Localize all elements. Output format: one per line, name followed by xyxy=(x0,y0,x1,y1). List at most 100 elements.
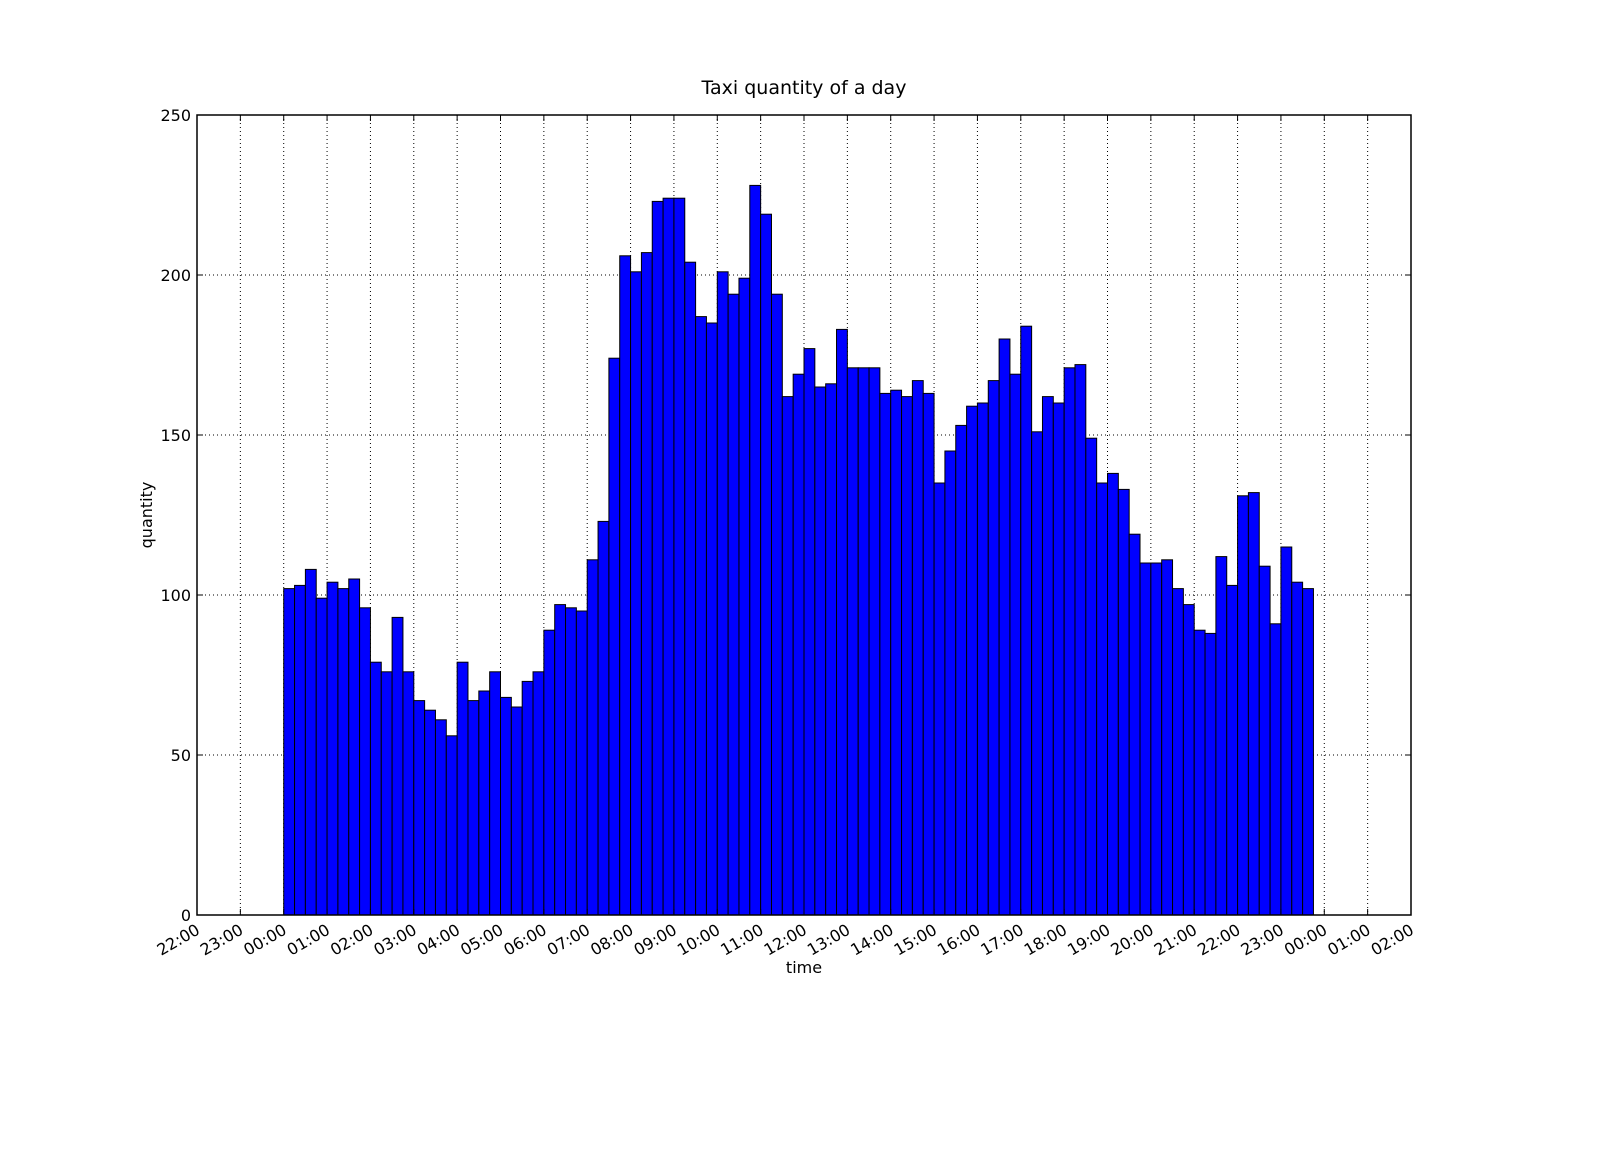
bar xyxy=(705,322,718,916)
x-tick-label: 06:00 xyxy=(500,920,549,960)
bar xyxy=(640,252,653,916)
bar xyxy=(955,424,968,916)
bar xyxy=(846,367,859,916)
bar xyxy=(922,392,935,916)
bar xyxy=(608,357,621,916)
x-tick-label: 01:00 xyxy=(1324,920,1373,960)
bar xyxy=(749,184,762,916)
bar xyxy=(695,316,707,916)
bar xyxy=(1085,437,1098,916)
x-tick-label: 22:00 xyxy=(154,920,203,960)
bar xyxy=(673,197,686,916)
bar xyxy=(868,367,881,916)
bar xyxy=(911,380,924,916)
bar xyxy=(380,671,393,916)
x-tick-label: 09:00 xyxy=(630,920,679,960)
x-tick-label: 03:00 xyxy=(370,920,419,960)
bar xyxy=(760,213,772,916)
x-tick-label: 12:00 xyxy=(761,920,810,960)
bar xyxy=(944,450,957,916)
bar xyxy=(565,607,577,916)
bar xyxy=(1258,565,1271,916)
bar xyxy=(933,482,946,916)
bar xyxy=(651,200,664,916)
bar xyxy=(1117,488,1130,916)
bar xyxy=(424,709,436,916)
bar xyxy=(521,680,534,916)
bar xyxy=(586,559,599,916)
bar xyxy=(1107,472,1119,916)
bar xyxy=(554,604,567,916)
x-tick-label: 21:00 xyxy=(1151,920,1200,960)
bar xyxy=(792,373,805,916)
bar xyxy=(304,568,317,916)
bar xyxy=(337,588,350,916)
x-tick-label: 14:00 xyxy=(847,920,896,960)
x-tick-label: 23:00 xyxy=(197,920,246,960)
x-tick-label: 18:00 xyxy=(1021,920,1070,960)
bar xyxy=(1128,533,1141,916)
bar xyxy=(619,255,632,916)
bar xyxy=(315,597,328,916)
bar xyxy=(1204,632,1217,916)
bar xyxy=(402,671,415,916)
bar xyxy=(597,520,610,916)
bar xyxy=(1237,495,1249,916)
bar xyxy=(359,607,371,916)
x-tick-label: 22:00 xyxy=(1194,920,1243,960)
x-tick-label: 19:00 xyxy=(1064,920,1113,960)
bar xyxy=(803,348,816,916)
x-tick-label: 04:00 xyxy=(414,920,463,960)
bar xyxy=(998,338,1011,916)
bar xyxy=(294,584,306,916)
bar xyxy=(630,271,642,916)
y-tick-label: 250 xyxy=(160,106,191,125)
bar xyxy=(391,616,404,916)
bar xyxy=(1172,588,1184,916)
bar xyxy=(467,700,480,916)
x-tick-label: 16:00 xyxy=(934,920,983,960)
x-tick-label: 08:00 xyxy=(587,920,636,960)
bar xyxy=(456,661,469,916)
x-tick-label: 00:00 xyxy=(1281,920,1330,960)
bar xyxy=(575,610,588,916)
x-tick-label: 15:00 xyxy=(891,920,940,960)
bar xyxy=(532,671,545,916)
y-tick-label: 50 xyxy=(171,746,191,765)
bar xyxy=(1215,556,1228,916)
bar xyxy=(369,661,382,916)
x-tick-label: 01:00 xyxy=(284,920,333,960)
bar xyxy=(478,690,491,916)
bar xyxy=(500,696,512,916)
bar xyxy=(857,367,870,916)
y-axis-label: quantity xyxy=(137,482,156,549)
x-axis-label: time xyxy=(786,958,822,977)
chart-title: Taxi quantity of a day xyxy=(701,77,907,99)
bar xyxy=(1280,546,1293,916)
x-tick-label: 00:00 xyxy=(240,920,289,960)
x-tick-label: 20:00 xyxy=(1107,920,1156,960)
bar xyxy=(1031,431,1043,916)
y-tick-label: 0 xyxy=(181,906,191,925)
bar xyxy=(283,588,296,916)
x-tick-label: 07:00 xyxy=(544,920,593,960)
bar xyxy=(1096,482,1109,916)
bar xyxy=(489,671,501,916)
bar xyxy=(1269,623,1282,916)
bar xyxy=(510,706,523,916)
bar xyxy=(1182,604,1195,916)
x-tick-label: 05:00 xyxy=(457,920,506,960)
x-tick-label: 11:00 xyxy=(717,920,766,960)
bar xyxy=(1161,559,1174,916)
y-tick-label: 150 xyxy=(160,426,191,445)
bar xyxy=(781,396,794,916)
bar xyxy=(879,392,892,916)
bar xyxy=(1193,629,1206,916)
x-tick-label: 02:00 xyxy=(1368,920,1417,960)
bar xyxy=(1074,364,1087,916)
x-tick-label: 23:00 xyxy=(1237,920,1286,960)
bar xyxy=(684,261,697,916)
bar xyxy=(770,293,783,916)
y-tick-label: 100 xyxy=(160,586,191,605)
bar xyxy=(1009,373,1022,916)
